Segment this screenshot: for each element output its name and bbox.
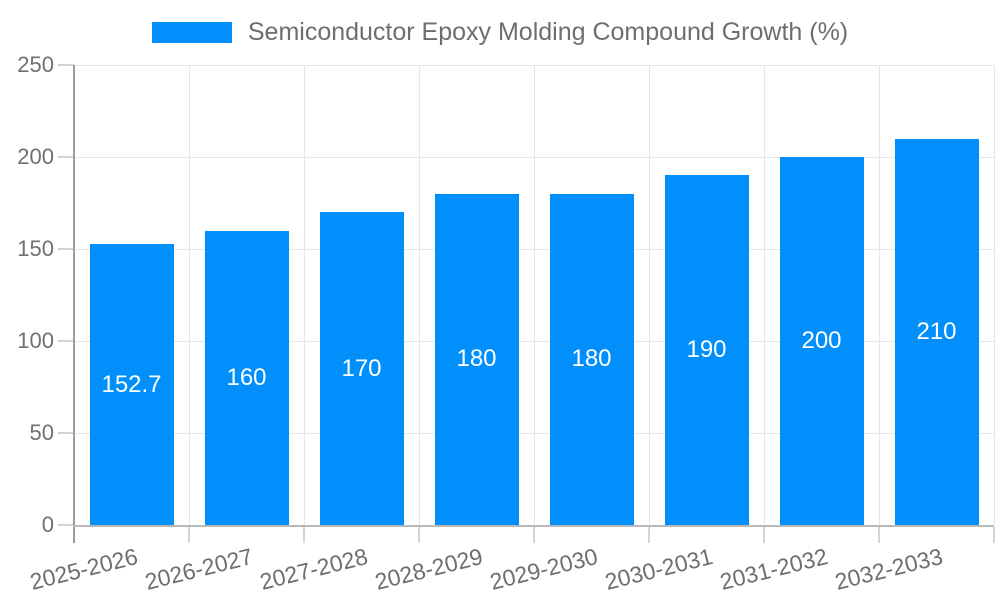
x-axis-tick [303,527,305,543]
x-axis-label: 2029-2030 [486,543,600,595]
bar-value-label: 190 [686,336,727,364]
bar[interactable] [319,212,404,525]
bar[interactable] [664,175,749,525]
bar[interactable] [89,244,174,525]
x-gridline [533,65,535,525]
y-axis-line [73,65,75,543]
y-axis-label: 0 [41,512,54,537]
y-axis-tick [58,340,74,342]
bar[interactable] [894,138,979,525]
y-axis-tick [58,432,74,434]
x-gridline [303,65,305,525]
y-axis-tick [58,156,74,158]
x-axis-label: 2026-2027 [141,543,255,595]
x-axis-tick [188,527,190,543]
x-axis-label: 2027-2028 [256,543,370,595]
bar-value-label: 180 [571,345,612,373]
y-axis-label: 250 [17,52,54,77]
y-axis-tick [58,64,74,66]
y-axis-label: 100 [17,328,54,353]
x-axis-label: 2028-2029 [371,543,485,595]
bar-value-label: 170 [341,354,382,382]
bar-value-label: 210 [916,317,957,345]
x-gridline [878,65,880,525]
x-axis-tick [763,527,765,543]
y-axis-tick [58,524,74,526]
x-gridline [648,65,650,525]
x-axis-tick [878,527,880,543]
bar[interactable] [204,230,289,525]
x-axis-label: 2025-2026 [26,543,140,595]
x-gridline [418,65,420,525]
x-axis-tick [648,527,650,543]
x-gridline [763,65,765,525]
x-axis-tick [533,527,535,543]
bar-value-label: 160 [226,363,267,391]
bar-value-label: 180 [456,345,497,373]
x-axis-label: 2031-2032 [716,543,830,595]
legend-swatch [151,22,232,43]
bar[interactable] [434,193,519,525]
bar[interactable] [549,193,634,525]
y-axis-label: 150 [17,236,54,261]
x-axis-label: 2032-2033 [831,543,945,595]
y-axis-label: 200 [17,144,54,169]
legend-series-label: Semiconductor Epoxy Molding Compound Gro… [247,18,849,46]
chart-legend[interactable]: Semiconductor Epoxy Molding Compound Gro… [0,18,1000,47]
x-gridline [188,65,190,525]
x-axis-tick [993,527,995,543]
x-axis-line [73,525,994,527]
x-axis-label: 2030-2031 [601,543,715,595]
x-gridline [993,65,995,525]
y-axis-tick [58,248,74,250]
y-axis-label: 50 [29,420,54,445]
bar-value-label: 200 [801,327,842,354]
bar-value-label: 152.7 [101,370,162,398]
bar[interactable] [779,157,864,525]
x-axis-tick [418,527,420,543]
